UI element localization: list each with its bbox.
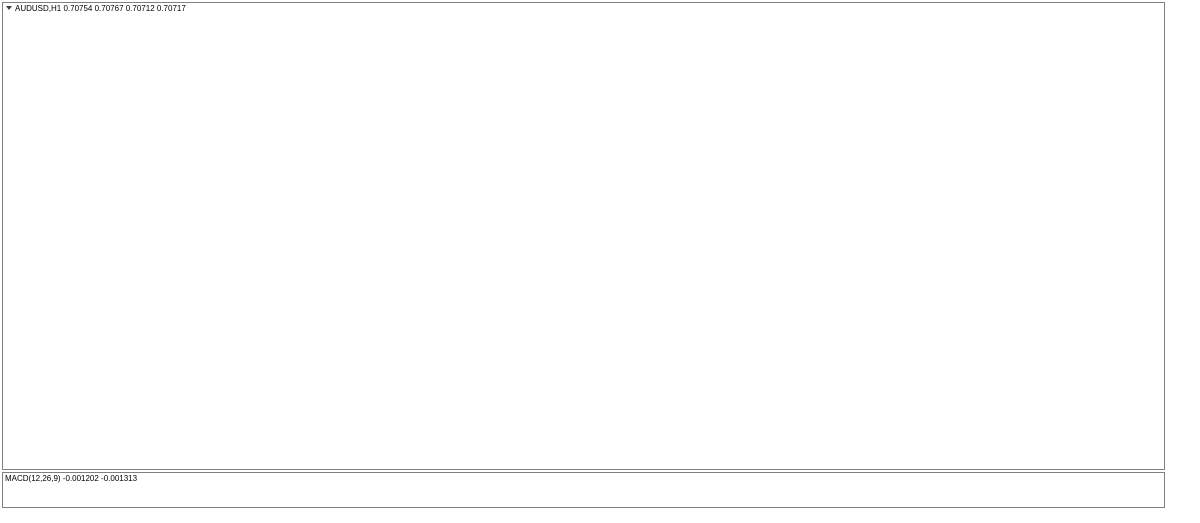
macd-panel-frame — [2, 472, 1165, 508]
chart-title: AUDUSD,H1 0.70754 0.70767 0.70712 0.7071… — [15, 4, 186, 13]
macd-title: MACD(12,26,9) -0.001202 -0.001313 — [5, 474, 138, 483]
price-panel-frame — [2, 2, 1165, 470]
chart-menu-icon[interactable] — [6, 6, 12, 10]
